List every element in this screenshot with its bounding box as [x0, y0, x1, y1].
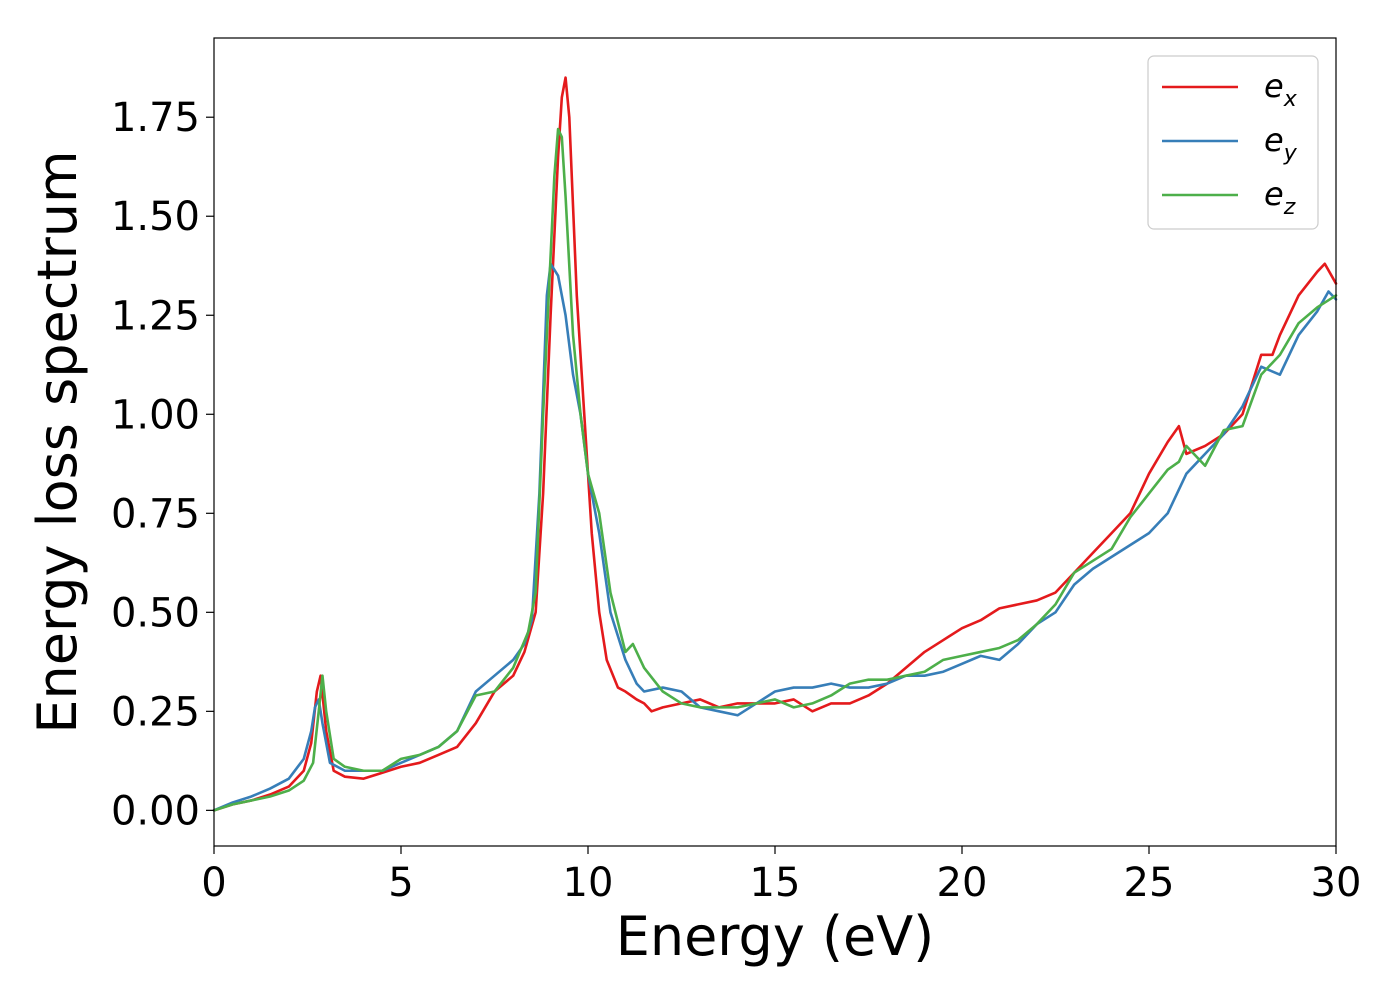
x-tick-label: 25 [1124, 860, 1175, 906]
y-tick-label: 0.50 [111, 590, 200, 636]
y-tick-label: 1.50 [111, 194, 200, 240]
x-tick-label: 20 [937, 860, 988, 906]
y-axis-title: Energy loss spectrum [26, 150, 89, 733]
series-line-z [212, 127, 1338, 812]
series-line-y [212, 262, 1338, 812]
legend: ex ey ez [1147, 55, 1319, 230]
y-axis: 0.00 0.25 0.50 0.75 1.00 1.25 1.50 1.75 [111, 95, 214, 834]
y-tick-label: 0.25 [111, 689, 200, 735]
legend-label-x: ex [1264, 67, 1298, 112]
x-tick-label: 30 [1311, 860, 1362, 906]
x-tick-label: 15 [750, 860, 801, 906]
y-tick-label: 1.75 [111, 95, 200, 141]
x-axis-title: Energy (eV) [616, 905, 935, 968]
series-line-x [212, 76, 1338, 812]
x-tick-label: 0 [201, 860, 226, 906]
y-tick-label: 1.00 [111, 392, 200, 438]
legend-label-z: ez [1264, 175, 1296, 220]
x-tick-label: 5 [388, 860, 413, 906]
legend-label-y: ey [1264, 121, 1298, 166]
x-axis: 0 5 10 15 20 25 30 [201, 846, 1361, 906]
x-tick-label: 10 [563, 860, 614, 906]
y-tick-label: 0.00 [111, 788, 200, 834]
legend-box [1147, 55, 1319, 230]
y-tick-label: 1.25 [111, 293, 200, 339]
y-tick-label: 0.75 [111, 491, 200, 537]
plot-lines [212, 76, 1338, 812]
